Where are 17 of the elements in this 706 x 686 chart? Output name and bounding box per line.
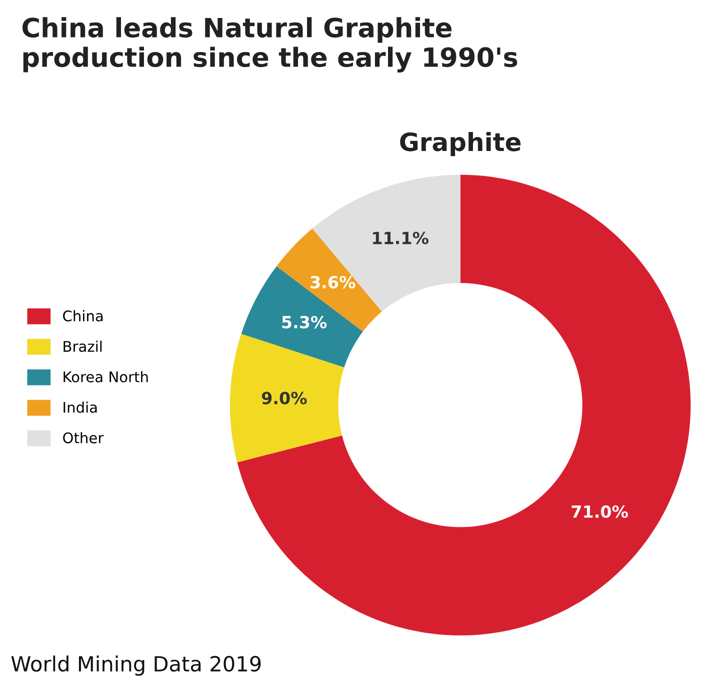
donut-slice xyxy=(230,334,344,462)
data-label: 11.1% xyxy=(373,232,428,244)
text: World Mining Data 2019 xyxy=(11,656,261,676)
donut-slice xyxy=(237,174,691,636)
legend-label: China xyxy=(63,310,103,322)
data-label: 71.0% xyxy=(572,505,628,518)
donut-slice xyxy=(312,174,460,312)
legend-label: Other xyxy=(63,432,104,444)
legend-label: Brazil xyxy=(64,340,102,352)
chart-title: China leads Natural Graphite production since the early 1990's xyxy=(22,17,518,72)
chart-subtitle: Graphite xyxy=(400,132,521,156)
data-label: 3.6% xyxy=(310,276,356,288)
data-label: 5.3% xyxy=(282,316,327,328)
donut-slice xyxy=(241,266,363,368)
data-label: 9.0% xyxy=(262,392,307,404)
legend-label: India xyxy=(64,402,97,413)
legend-label: Korea North xyxy=(64,371,148,382)
